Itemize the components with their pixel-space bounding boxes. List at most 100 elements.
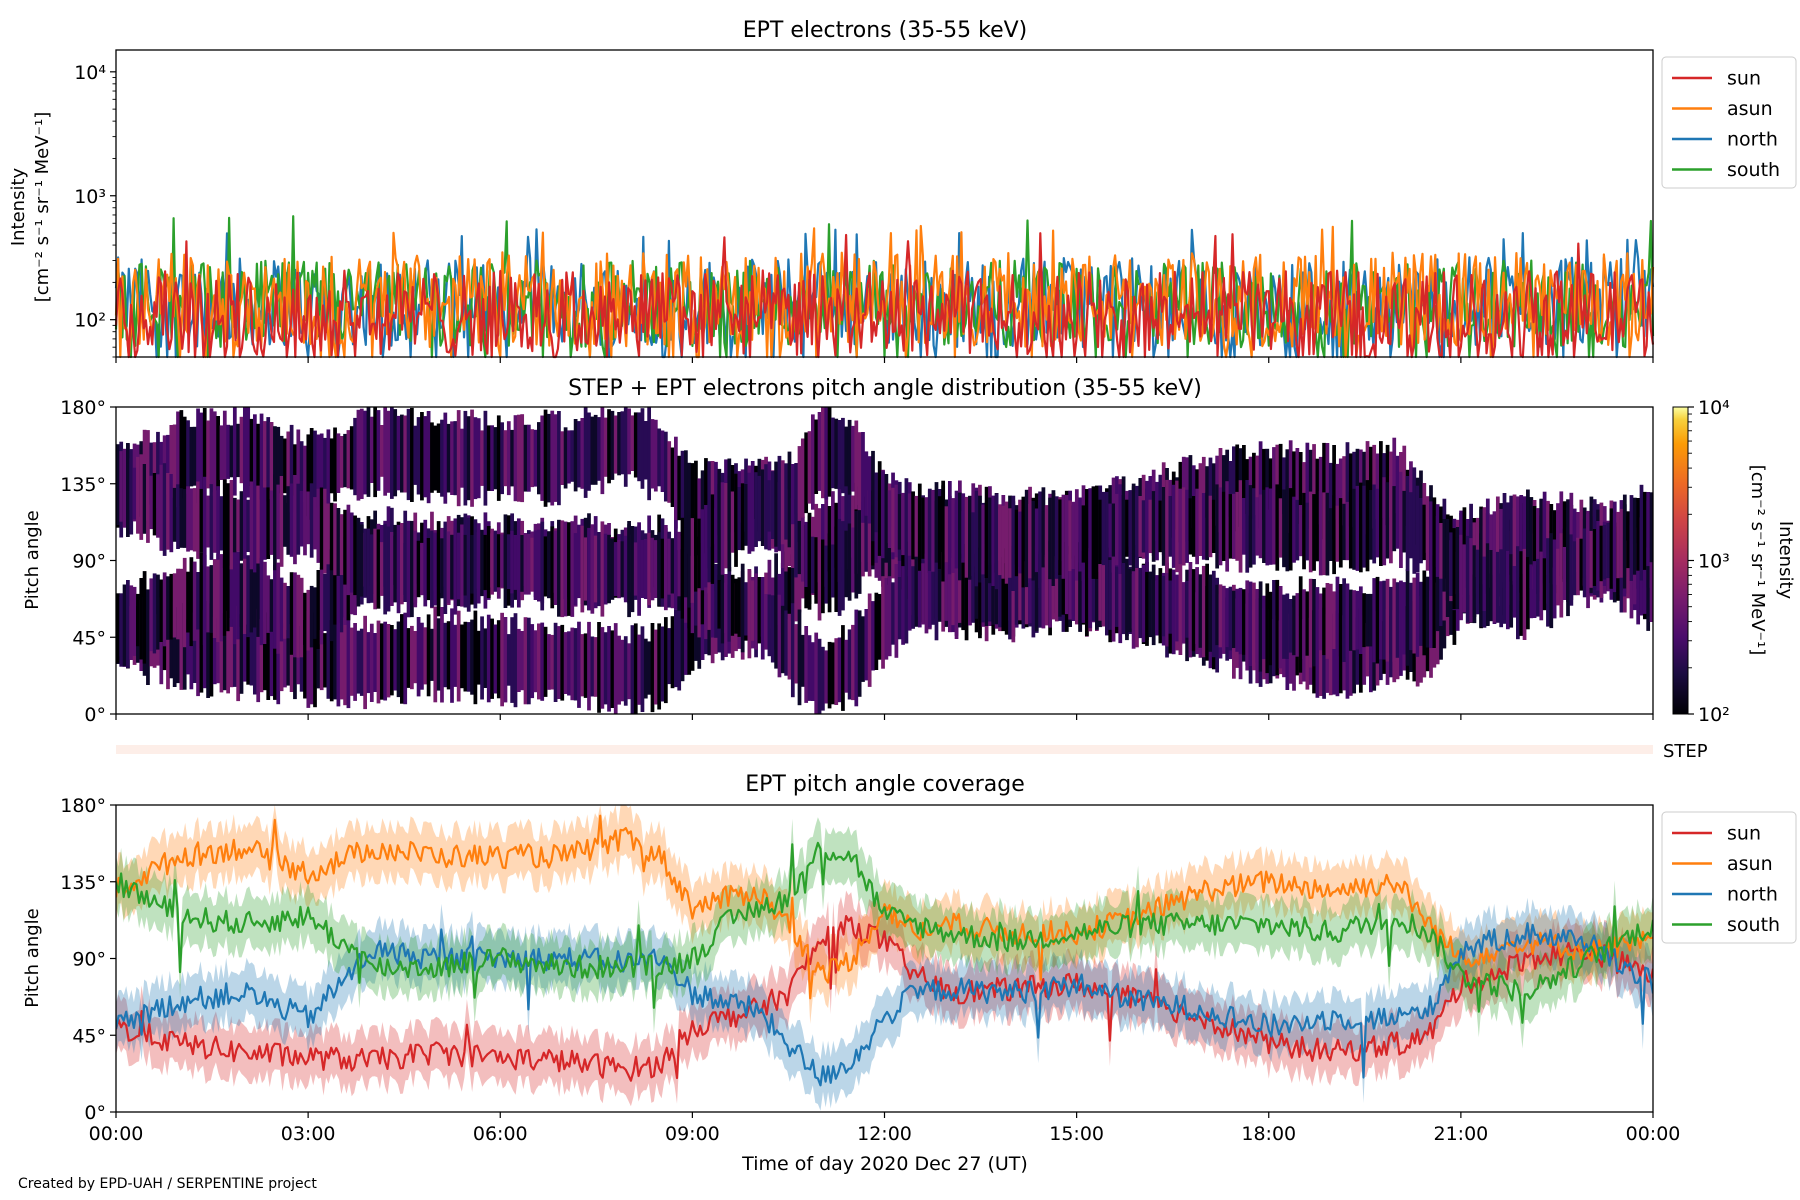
asun-pad-cell: [543, 409, 548, 507]
south-pad-cell: [1532, 561, 1537, 618]
south-pad-cell: [520, 535, 525, 592]
south-pad-cell: [389, 532, 394, 606]
north-pad-cell: [333, 558, 337, 625]
north-pad-cell: [1018, 567, 1022, 621]
north-pad-cell: [697, 555, 702, 638]
south-pad-cell: [1395, 487, 1400, 549]
north-pad-cell: [336, 540, 341, 637]
south-pad-cell: [403, 543, 408, 595]
sun-pad-cell: [637, 634, 641, 705]
north-pad-cell: [1475, 517, 1480, 578]
south-pad-cell: [510, 530, 515, 594]
sun-pad-cell: [533, 630, 538, 693]
north-pad-cell: [1332, 591, 1336, 649]
south-pad-cell: [1439, 523, 1443, 579]
south-pad-cell: [323, 488, 327, 574]
south-pad-cell: [851, 425, 855, 492]
south-pad-cell: [1549, 533, 1554, 629]
sun-pad-cell: [423, 627, 428, 685]
south-pad-cell: [359, 524, 364, 597]
sun-pad-cell: [831, 491, 835, 583]
sun-pad-cell: [239, 614, 244, 694]
north-pad-cell: [694, 565, 698, 626]
asun-pad-cell: [1255, 455, 1260, 515]
south-pad-cell: [1115, 493, 1119, 566]
asun-pad-cell: [533, 429, 538, 487]
south-pad-cell: [1242, 498, 1246, 555]
sun-pad-cell: [450, 608, 454, 703]
south-pad-cell: [1004, 501, 1009, 584]
south-pad-cell: [1252, 488, 1256, 565]
south-pad-cell: [416, 540, 421, 598]
south-pad-cell: [1148, 499, 1153, 554]
sun-pad-cell: [252, 615, 257, 695]
asun-pad-cell: [590, 416, 595, 485]
asun-pad-cell: [483, 410, 488, 506]
sun-pad-cell: [680, 599, 685, 682]
coverage-panel: EPT pitch angle coverage 0° 45° 90° 135° 180…: [22, 772, 1797, 1175]
south-pad-cell: [1365, 480, 1370, 572]
sun-pad-cell: [490, 618, 494, 699]
south-pad-cell: [674, 520, 678, 610]
south-pad-cell: [827, 407, 832, 497]
sun-pad-cell: [246, 624, 251, 685]
south-pad-cell: [119, 451, 124, 522]
sun-pad-cell: [780, 562, 785, 633]
asun-pad-cell: [540, 415, 545, 501]
asun-pad-cell: [523, 424, 528, 492]
asun-pad-cell: [493, 427, 498, 490]
north-pad-cell: [252, 570, 257, 628]
south-legend-label: south: [1727, 914, 1780, 936]
sun-pad-cell: [496, 620, 501, 699]
asun-pad-cell: [363, 410, 367, 495]
south-pad-cell: [750, 471, 755, 552]
south-pad-cell: [1342, 503, 1346, 561]
south-pad-cell: [1312, 494, 1316, 571]
south-pad-cell: [1345, 501, 1350, 561]
south-pad-cell: [443, 521, 448, 614]
north-pad-cell: [1499, 508, 1504, 574]
south-pad-cell: [493, 530, 498, 592]
sun-pad-cell: [389, 625, 394, 696]
north-pad-cell: [1425, 576, 1430, 648]
sun-pad-cell: [256, 608, 261, 703]
south-pad-cell: [1305, 502, 1310, 561]
south-pad-cell: [1552, 539, 1557, 619]
south-pad-cell: [246, 499, 251, 552]
pad-ytick-label: 45°: [72, 627, 106, 649]
south-pad-cell: [1612, 501, 1617, 593]
coverage-ytick-label: 0°: [84, 1102, 106, 1124]
asun-pad-cell: [597, 417, 601, 481]
sun-pad-cell: [500, 612, 504, 707]
north-pad-cell: [764, 594, 768, 650]
south-pad-cell: [543, 536, 548, 597]
north-pad-cell: [891, 582, 895, 645]
north-pad-cell: [1532, 506, 1537, 567]
north-pad-cell: [971, 562, 976, 623]
north-pad-cell: [1151, 564, 1156, 646]
north-pad-cell: [1292, 595, 1296, 656]
south-pad-cell: [1195, 488, 1199, 565]
south-pad-cell: [470, 535, 474, 594]
south-pad-cell: [1145, 480, 1149, 572]
north-pad-cell: [1439, 552, 1443, 626]
south-pad-cell: [1308, 491, 1313, 573]
south-pad-cell: [633, 542, 638, 596]
north-pad-cell: [871, 601, 875, 671]
south-pad-cell: [192, 488, 197, 552]
sun-pad-cell: [269, 616, 274, 697]
south-pad-cell: [526, 534, 531, 595]
south-pad-cell: [847, 419, 852, 495]
asun-pad-cell: [620, 411, 625, 475]
north-pad-cell: [1044, 554, 1049, 626]
asun-pad-cell: [236, 423, 241, 478]
south-pad-cell: [1161, 487, 1166, 566]
south-pad-cell: [1098, 499, 1103, 564]
south-pad-cell: [670, 538, 675, 594]
south-pad-cell: [383, 523, 388, 615]
south-pad-cell: [369, 534, 374, 603]
north-pad-cell: [727, 567, 732, 642]
asun-pad-cell: [269, 422, 274, 500]
intensity-panel-title: EPT electrons (35-55 keV): [743, 18, 1028, 43]
sun-pad-cell: [216, 618, 220, 684]
